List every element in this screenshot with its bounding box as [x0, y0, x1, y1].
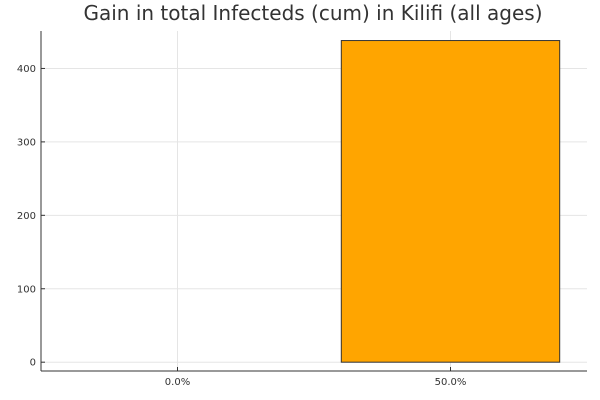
axes: [40, 31, 587, 372]
x-tick-label: 0.0%: [165, 377, 190, 388]
x-tick-label: 50.0%: [435, 377, 467, 388]
y-tick-label: 400: [17, 64, 36, 75]
bars: [340, 40, 561, 363]
y-tick-label: 0: [30, 358, 36, 369]
y-tick-label: 300: [17, 137, 36, 148]
y-tick-label: 100: [17, 284, 36, 295]
tick-labels: 0 100 200 300 400 0.0% 50.0%: [17, 64, 466, 388]
chart-title: Gain in total Infecteds (cum) in Kilifi …: [83, 1, 542, 25]
y-tick-label: 200: [17, 211, 36, 222]
bar: [340, 40, 561, 363]
